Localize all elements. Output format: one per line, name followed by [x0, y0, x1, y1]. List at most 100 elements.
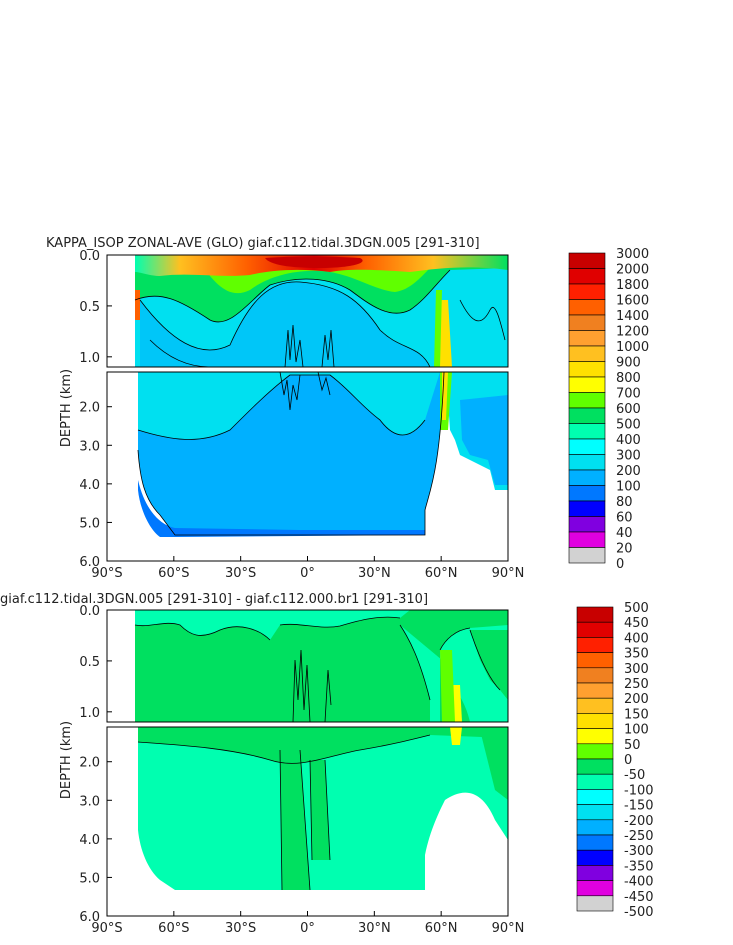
colorbar-swatch: [568, 485, 606, 502]
colorbar-swatch: [576, 789, 614, 805]
x-tick-label: 60°S: [158, 921, 189, 936]
colorbar-swatch: [568, 283, 606, 300]
p1-upper-topo-left: [107, 255, 135, 367]
p1-upper-contours: [134, 269, 506, 368]
x-tick-label: 0°: [300, 921, 315, 936]
colorbar-swatch: [568, 469, 606, 486]
p2-upper-topo-left: [107, 610, 135, 722]
colorbar-label: 700: [616, 387, 641, 402]
y-tick-label: 6.0: [79, 555, 100, 570]
panel-1-colorbar: 3000200018001600140012001000900800700600…: [568, 247, 649, 572]
colorbar-label: 500: [624, 601, 649, 616]
panel-2-x-ticks: 90°S 60°S 30°S 0° 30°N 60°N 90°N: [91, 911, 524, 936]
colorbar-label: 80: [616, 495, 633, 510]
colorbar-label: 900: [616, 356, 641, 371]
p2-lower-north-green: [480, 730, 508, 800]
x-tick-label: 30°S: [225, 921, 256, 936]
colorbar-swatch: [576, 743, 614, 760]
y-tick-label: 0.0: [79, 249, 100, 264]
colorbar-label: 800: [616, 371, 641, 386]
colorbar-swatch: [568, 438, 606, 455]
panel-2-title: giaf.c112.tidal.3DGN.005 [291-310] - gia…: [0, 592, 428, 607]
colorbar-label: 200: [616, 464, 641, 479]
x-tick-label: 60°N: [425, 566, 458, 581]
x-tick-label: 90°S: [91, 921, 122, 936]
x-tick-label: 30°S: [225, 566, 256, 581]
colorbar-swatch: [568, 268, 606, 285]
colorbar-swatch: [576, 819, 614, 836]
panel-1: KAPPA_ISOP ZONAL-AVE (GLO) giaf.c112.tid…: [46, 236, 649, 581]
y-tick-label: 0.5: [79, 300, 100, 315]
colorbar-label: 0: [624, 753, 632, 768]
y-tick-label: 0.0: [79, 604, 100, 619]
colorbar-swatch: [576, 667, 614, 684]
y-tick-label: 1.0: [79, 706, 100, 721]
colorbar-label: 400: [616, 433, 641, 448]
y-tick-label: 5.0: [79, 871, 100, 886]
x-tick-label: 90°S: [91, 566, 122, 581]
p1-upper-hotspot-60n-edge: [434, 290, 442, 367]
colorbar-swatch: [568, 454, 606, 471]
colorbar-swatch: [568, 516, 606, 533]
colorbar-swatch: [568, 299, 606, 316]
colorbar-swatch: [576, 849, 614, 866]
y-tick-label: 3.0: [79, 794, 100, 809]
colorbar-swatch: [576, 773, 614, 790]
p1-upper-deep-blue: [140, 281, 430, 367]
colorbar-swatch: [568, 376, 606, 393]
colorbar-label: -500: [624, 905, 654, 920]
colorbar-label: 300: [616, 449, 641, 464]
colorbar-swatch: [576, 682, 614, 699]
panel-1-ylabel: DEPTH (km): [59, 369, 74, 447]
y-tick-label: 5.0: [79, 516, 100, 531]
colorbar-label: 100: [616, 480, 641, 495]
p2-upper-north-green: [470, 630, 508, 700]
x-tick-label: 60°S: [158, 566, 189, 581]
p2-upper-cyan-patches: [135, 610, 410, 640]
colorbar-swatch: [568, 531, 606, 548]
panel-1-title: KAPPA_ISOP ZONAL-AVE (GLO) giaf.c112.tid…: [46, 236, 480, 251]
colorbar-label: -450: [624, 890, 654, 905]
colorbar-label: 300: [624, 662, 649, 677]
p1-upper-frame: [106, 254, 509, 368]
colorbar-label: 450: [624, 616, 649, 631]
colorbar-label: -350: [624, 859, 654, 874]
panel-2-y-ticks: 0.0 0.5 1.0 2.0 3.0 4.0 5.0 6.0: [79, 604, 112, 925]
colorbar-swatch: [568, 392, 606, 409]
y-tick-label: 4.0: [79, 833, 100, 848]
p2-upper-60n-lightgreen: [440, 650, 455, 722]
colorbar-swatch: [568, 423, 606, 440]
y-tick-label: 6.0: [79, 910, 100, 925]
colorbar-swatch: [576, 713, 614, 729]
colorbar-label: 60: [616, 511, 633, 526]
colorbar-label: 3000: [616, 247, 649, 262]
colorbar-label: 150: [624, 707, 649, 722]
x-tick-label: 30°N: [358, 921, 391, 936]
panel-2: giaf.c112.tidal.3DGN.005 [291-310] - gia…: [0, 592, 654, 936]
colorbar-swatch: [568, 345, 606, 362]
p2-lower-60n-yellow: [450, 727, 462, 745]
colorbar-swatch: [568, 361, 606, 378]
colorbar-label: 1600: [616, 294, 649, 309]
p2-upper-spikes: [292, 649, 332, 723]
colorbar-label: -100: [624, 783, 654, 798]
x-tick-label: 30°N: [358, 566, 391, 581]
colorbar-swatch: [576, 637, 614, 653]
p1-upper-spikes: [284, 324, 335, 368]
panel-1-x-ticks: 90°S 60°S 30°S 0° 30°N 60°N 90°N: [91, 556, 524, 581]
panel-2-upper-field: [106, 609, 509, 723]
colorbar-label: 1200: [616, 325, 649, 340]
colorbar-swatch: [568, 314, 606, 331]
p1-lower-bottom-band: [138, 480, 425, 537]
colorbar-label: 1000: [616, 340, 649, 355]
y-tick-label: 2.0: [79, 401, 100, 416]
p2-lower-green-top: [138, 727, 508, 764]
y-tick-label: 3.0: [79, 439, 100, 454]
colorbar-swatch: [568, 252, 606, 269]
colorbar-label: 1800: [616, 278, 649, 293]
colorbar-label: 50: [624, 738, 641, 753]
colorbar-label: -400: [624, 875, 654, 890]
panel-1-upper-field: [106, 254, 509, 368]
p2-upper-contours: [134, 616, 501, 701]
